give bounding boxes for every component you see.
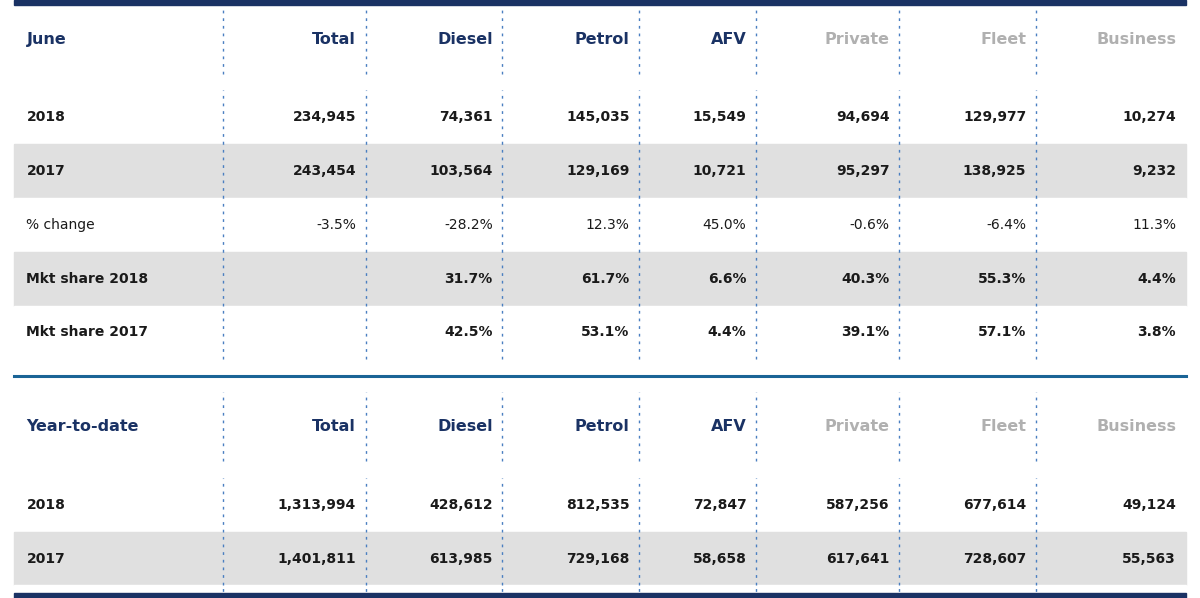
- Text: 74,361: 74,361: [439, 110, 493, 124]
- Text: 15,549: 15,549: [692, 110, 746, 124]
- Text: 243,454: 243,454: [293, 164, 356, 178]
- Text: Private: Private: [824, 32, 889, 47]
- Text: 10,274: 10,274: [1122, 110, 1176, 124]
- Text: Petrol: Petrol: [575, 32, 630, 47]
- Text: 138,925: 138,925: [962, 164, 1026, 178]
- Text: 1,401,811: 1,401,811: [277, 551, 356, 566]
- Text: 587,256: 587,256: [827, 498, 889, 512]
- Text: 40.3%: 40.3%: [841, 271, 889, 286]
- Text: 61.7%: 61.7%: [581, 271, 630, 286]
- Text: Mkt share 2018: Mkt share 2018: [26, 271, 149, 286]
- Text: 57.1%: 57.1%: [978, 325, 1026, 340]
- Text: 234,945: 234,945: [293, 110, 356, 124]
- Bar: [14, 198, 1186, 252]
- Text: 677,614: 677,614: [964, 498, 1026, 512]
- Text: % change: % change: [26, 218, 95, 232]
- Text: 42.5%: 42.5%: [444, 325, 493, 340]
- Text: Business: Business: [1096, 419, 1176, 434]
- Text: AFV: AFV: [710, 419, 746, 434]
- Text: AFV: AFV: [710, 32, 746, 47]
- Bar: [14, 585, 1186, 598]
- Text: 58,658: 58,658: [692, 551, 746, 566]
- Text: 10,721: 10,721: [692, 164, 746, 178]
- Text: 49,124: 49,124: [1122, 498, 1176, 512]
- Text: 4.4%: 4.4%: [1138, 271, 1176, 286]
- Text: Year-to-date: Year-to-date: [26, 419, 139, 434]
- Bar: [14, 359, 1186, 392]
- Text: 95,297: 95,297: [836, 164, 889, 178]
- Text: 428,612: 428,612: [430, 498, 493, 512]
- Text: 129,977: 129,977: [964, 110, 1026, 124]
- Text: 129,169: 129,169: [566, 164, 630, 178]
- Text: 617,641: 617,641: [827, 551, 889, 566]
- Text: 4.4%: 4.4%: [708, 325, 746, 340]
- Text: 12.3%: 12.3%: [586, 218, 630, 232]
- Text: -0.6%: -0.6%: [850, 218, 889, 232]
- Text: 728,607: 728,607: [964, 551, 1026, 566]
- Bar: [14, 306, 1186, 359]
- Text: Total: Total: [312, 419, 356, 434]
- Text: 72,847: 72,847: [692, 498, 746, 512]
- Text: Fleet: Fleet: [980, 419, 1026, 434]
- Bar: [14, 144, 1186, 198]
- Bar: [14, 593, 1186, 598]
- Text: Business: Business: [1096, 32, 1176, 47]
- Text: 53.1%: 53.1%: [581, 325, 630, 340]
- Bar: [14, 5, 1186, 74]
- Text: Diesel: Diesel: [437, 419, 493, 434]
- Text: 103,564: 103,564: [430, 164, 493, 178]
- Text: 2018: 2018: [26, 110, 65, 124]
- Text: 94,694: 94,694: [836, 110, 889, 124]
- Bar: [14, 252, 1186, 306]
- Text: -28.2%: -28.2%: [444, 218, 493, 232]
- Text: 55,563: 55,563: [1122, 551, 1176, 566]
- Text: Private: Private: [824, 419, 889, 434]
- Text: 2018: 2018: [26, 498, 65, 512]
- Text: Petrol: Petrol: [575, 419, 630, 434]
- Text: Total: Total: [312, 32, 356, 47]
- Bar: [14, 478, 1186, 532]
- Bar: [14, 532, 1186, 585]
- Text: 812,535: 812,535: [566, 498, 630, 512]
- Text: 11.3%: 11.3%: [1132, 218, 1176, 232]
- Text: 9,232: 9,232: [1132, 164, 1176, 178]
- Text: 145,035: 145,035: [566, 110, 630, 124]
- Text: -6.4%: -6.4%: [986, 218, 1026, 232]
- Text: -3.5%: -3.5%: [317, 218, 356, 232]
- Text: Diesel: Diesel: [437, 32, 493, 47]
- Text: 55.3%: 55.3%: [978, 271, 1026, 286]
- Text: 2017: 2017: [26, 551, 65, 566]
- Text: Fleet: Fleet: [980, 32, 1026, 47]
- Text: Mkt share 2017: Mkt share 2017: [26, 325, 149, 340]
- Text: 729,168: 729,168: [566, 551, 630, 566]
- Text: 3.8%: 3.8%: [1138, 325, 1176, 340]
- Bar: [14, 0, 1186, 5]
- Text: 45.0%: 45.0%: [703, 218, 746, 232]
- Text: 613,985: 613,985: [430, 551, 493, 566]
- Text: June: June: [26, 32, 66, 47]
- Bar: [14, 90, 1186, 144]
- Text: 2017: 2017: [26, 164, 65, 178]
- Text: 31.7%: 31.7%: [444, 271, 493, 286]
- Text: 1,313,994: 1,313,994: [278, 498, 356, 512]
- Bar: [14, 392, 1186, 461]
- Text: 6.6%: 6.6%: [708, 271, 746, 286]
- Text: 39.1%: 39.1%: [841, 325, 889, 340]
